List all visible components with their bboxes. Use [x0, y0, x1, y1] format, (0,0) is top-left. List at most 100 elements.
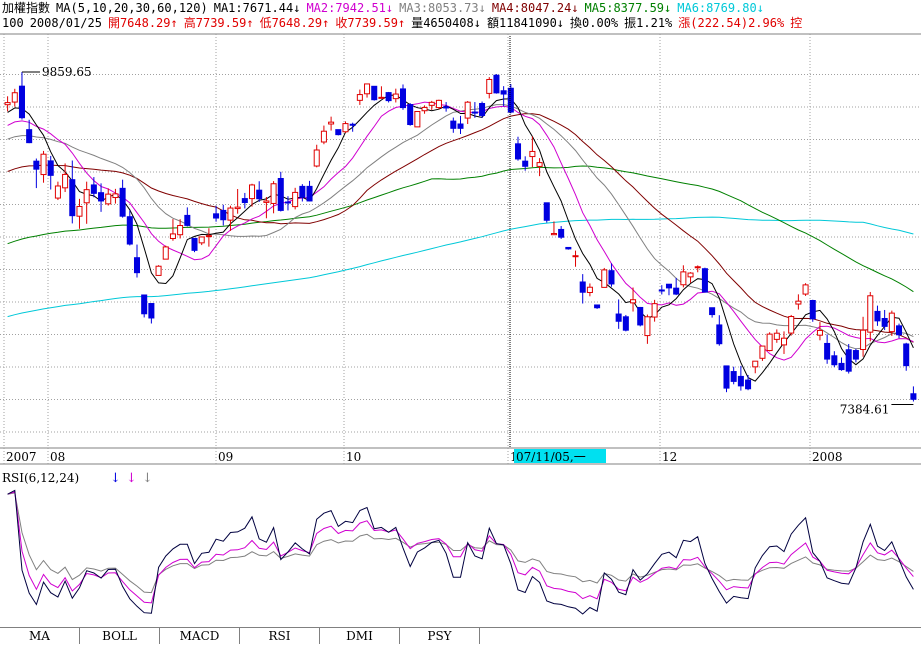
- candle-body: [522, 160, 529, 167]
- candle-body: [349, 123, 356, 126]
- candle: [651, 299, 658, 322]
- indicator-label-4: MA3:8053.73↓: [399, 1, 486, 15]
- candle-body: [148, 303, 155, 319]
- quote-field-8: 換0.00%: [570, 16, 619, 30]
- quote-field-10: 漲(222.54)2.96%: [678, 16, 785, 30]
- candle-body: [529, 150, 536, 158]
- tab-macd[interactable]: MACD: [160, 628, 240, 644]
- candle-body: [76, 205, 83, 217]
- candle-body: [471, 111, 478, 114]
- candle: [910, 386, 917, 402]
- candle-body: [399, 88, 407, 109]
- ma4-line: [7, 113, 914, 343]
- candle: [306, 180, 313, 202]
- candle-body: [903, 343, 910, 367]
- candle-body: [608, 270, 615, 285]
- candle: [550, 221, 557, 236]
- candle-body: [234, 206, 241, 210]
- candle: [284, 196, 291, 211]
- candle: [270, 181, 277, 214]
- candle-body: [328, 121, 335, 125]
- candle: [558, 226, 565, 239]
- candle-body: [565, 246, 572, 250]
- rsi-title: RSI(6,12,24): [2, 471, 79, 485]
- candle: [752, 360, 759, 374]
- candle: [594, 304, 601, 309]
- candle: [320, 125, 327, 145]
- tab-boll[interactable]: BOLL: [80, 628, 160, 644]
- candle: [26, 119, 33, 144]
- candle-body: [896, 325, 903, 336]
- candle-body: [392, 93, 399, 100]
- candle-body: [184, 214, 191, 226]
- candle-body: [227, 207, 234, 221]
- candle: [888, 310, 895, 336]
- candle-body: [162, 246, 169, 260]
- ma5-line: [7, 165, 914, 293]
- candle: [716, 315, 723, 346]
- candle: [256, 181, 263, 202]
- candle: [486, 77, 493, 99]
- candle: [680, 265, 687, 288]
- candle: [98, 183, 105, 212]
- tab-ma[interactable]: MA: [0, 628, 80, 644]
- candle: [119, 179, 126, 218]
- candle: [299, 184, 306, 202]
- candle-body: [241, 198, 248, 204]
- candle: [112, 188, 119, 204]
- candle: [630, 287, 637, 312]
- candle: [479, 101, 486, 118]
- candle-body: [579, 281, 586, 293]
- indicator-label-6: MA5:8377.59↓: [584, 1, 672, 15]
- candle: [4, 96, 11, 112]
- candle: [177, 219, 184, 239]
- indicator-label-3: MA2:7942.51↓: [306, 1, 394, 15]
- candle: [824, 334, 831, 364]
- candle-body: [888, 312, 895, 333]
- candle-body: [630, 299, 637, 304]
- price-gridlines: [0, 34, 921, 464]
- candle: [867, 291, 874, 342]
- candle: [428, 100, 435, 110]
- indicator-label-5: MA4:8047.24↓: [491, 1, 579, 15]
- candle-body: [867, 295, 874, 333]
- candle: [622, 314, 629, 332]
- ma6-line: [7, 216, 914, 318]
- candle-body: [364, 83, 371, 95]
- tab-psy[interactable]: PSY: [400, 628, 480, 644]
- candle: [896, 323, 903, 339]
- ma2-line: [7, 101, 914, 361]
- candle-body: [737, 375, 744, 387]
- quote-field-1: 2008/01/25: [29, 16, 102, 30]
- candle: [694, 265, 701, 273]
- tab-dmi[interactable]: DMI: [320, 628, 400, 644]
- candle: [54, 181, 61, 201]
- candle-body: [730, 371, 737, 382]
- candle: [76, 198, 83, 229]
- candle: [141, 294, 148, 318]
- candle: [565, 246, 572, 250]
- candle: [795, 294, 802, 310]
- x-tick-label: 10: [346, 450, 361, 464]
- candle-body: [809, 300, 816, 320]
- candle-body: [126, 216, 133, 245]
- candle-body: [457, 123, 464, 129]
- candle: [536, 158, 543, 177]
- candle-body: [816, 329, 823, 336]
- candle-body: [414, 111, 421, 128]
- candle: [507, 84, 514, 114]
- candle-body: [507, 87, 514, 113]
- candle-body: [443, 106, 450, 109]
- candle: [809, 299, 816, 322]
- candle: [227, 205, 234, 231]
- candle: [816, 322, 823, 341]
- candle-body: [773, 332, 780, 340]
- candle: [335, 129, 342, 136]
- x-tick-label: 08: [50, 450, 65, 464]
- tab-rsi[interactable]: RSI: [240, 628, 320, 644]
- quote-field-5: 收7739.59↑: [335, 16, 406, 30]
- candle: [169, 219, 176, 241]
- candle-body: [723, 365, 730, 389]
